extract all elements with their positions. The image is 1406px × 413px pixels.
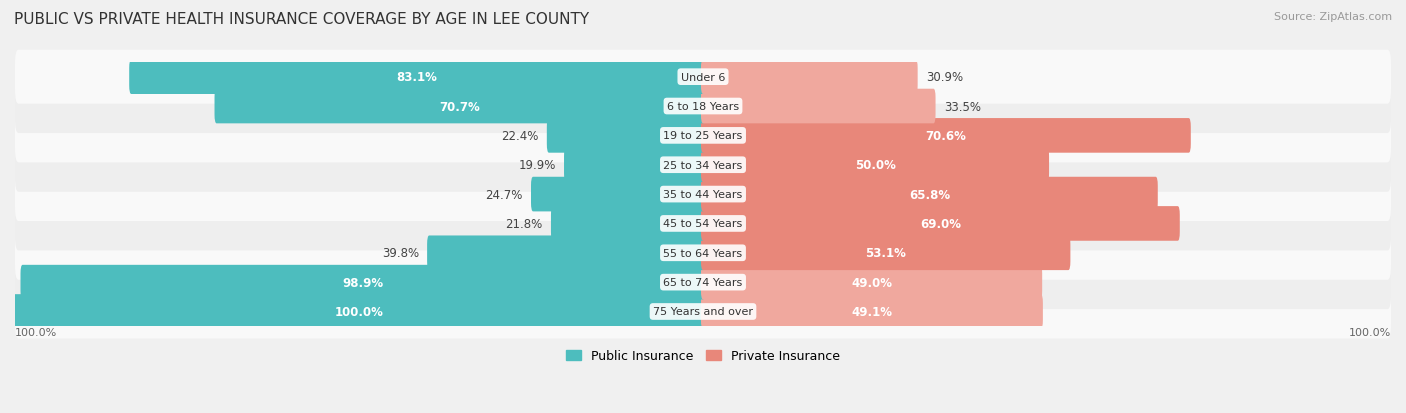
Text: 33.5%: 33.5% <box>943 100 981 113</box>
FancyBboxPatch shape <box>702 90 935 124</box>
FancyBboxPatch shape <box>702 236 1070 271</box>
Text: 70.6%: 70.6% <box>925 130 966 142</box>
Text: 45 to 54 Years: 45 to 54 Years <box>664 219 742 229</box>
FancyBboxPatch shape <box>702 60 918 95</box>
Text: 35 to 44 Years: 35 to 44 Years <box>664 190 742 199</box>
Text: Under 6: Under 6 <box>681 73 725 83</box>
Text: 39.8%: 39.8% <box>382 247 419 260</box>
FancyBboxPatch shape <box>531 177 704 212</box>
Text: Source: ZipAtlas.com: Source: ZipAtlas.com <box>1274 12 1392 22</box>
FancyBboxPatch shape <box>13 294 704 329</box>
FancyBboxPatch shape <box>427 236 704 271</box>
Text: 65 to 74 Years: 65 to 74 Years <box>664 278 742 287</box>
FancyBboxPatch shape <box>551 206 704 241</box>
FancyBboxPatch shape <box>15 168 1391 221</box>
Text: 21.8%: 21.8% <box>505 217 543 230</box>
Legend: Public Insurance, Private Insurance: Public Insurance, Private Insurance <box>561 344 845 368</box>
FancyBboxPatch shape <box>15 80 1391 134</box>
Text: 50.0%: 50.0% <box>855 159 896 172</box>
FancyBboxPatch shape <box>15 109 1391 163</box>
FancyBboxPatch shape <box>15 256 1391 309</box>
Text: 75 Years and over: 75 Years and over <box>652 307 754 317</box>
Text: 65.8%: 65.8% <box>908 188 950 201</box>
Text: 19 to 25 Years: 19 to 25 Years <box>664 131 742 141</box>
Text: 83.1%: 83.1% <box>396 71 437 84</box>
Text: 24.7%: 24.7% <box>485 188 523 201</box>
FancyBboxPatch shape <box>215 90 704 124</box>
FancyBboxPatch shape <box>702 177 1157 212</box>
Text: 6 to 18 Years: 6 to 18 Years <box>666 102 740 112</box>
FancyBboxPatch shape <box>21 265 704 300</box>
Text: 55 to 64 Years: 55 to 64 Years <box>664 248 742 258</box>
FancyBboxPatch shape <box>547 119 704 153</box>
FancyBboxPatch shape <box>15 226 1391 280</box>
Text: 100.0%: 100.0% <box>1348 327 1391 337</box>
FancyBboxPatch shape <box>702 148 1049 183</box>
Text: 98.9%: 98.9% <box>342 276 384 289</box>
FancyBboxPatch shape <box>15 138 1391 192</box>
Text: 69.0%: 69.0% <box>920 217 960 230</box>
Text: 49.1%: 49.1% <box>852 305 893 318</box>
Text: 49.0%: 49.0% <box>851 276 891 289</box>
Text: 53.1%: 53.1% <box>865 247 905 260</box>
FancyBboxPatch shape <box>702 206 1180 241</box>
Text: 100.0%: 100.0% <box>15 327 58 337</box>
FancyBboxPatch shape <box>702 265 1042 300</box>
Text: 30.9%: 30.9% <box>927 71 963 84</box>
FancyBboxPatch shape <box>15 50 1391 104</box>
Text: 19.9%: 19.9% <box>519 159 555 172</box>
Text: 100.0%: 100.0% <box>335 305 384 318</box>
FancyBboxPatch shape <box>129 60 704 95</box>
Text: 25 to 34 Years: 25 to 34 Years <box>664 160 742 170</box>
FancyBboxPatch shape <box>702 119 1191 153</box>
Text: PUBLIC VS PRIVATE HEALTH INSURANCE COVERAGE BY AGE IN LEE COUNTY: PUBLIC VS PRIVATE HEALTH INSURANCE COVER… <box>14 12 589 27</box>
Text: 22.4%: 22.4% <box>501 130 538 142</box>
Text: 70.7%: 70.7% <box>440 100 481 113</box>
FancyBboxPatch shape <box>702 294 1043 329</box>
FancyBboxPatch shape <box>15 197 1391 251</box>
FancyBboxPatch shape <box>15 285 1391 339</box>
FancyBboxPatch shape <box>564 148 704 183</box>
